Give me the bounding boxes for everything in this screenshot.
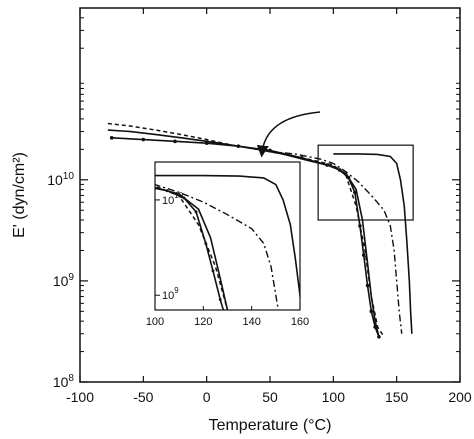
series-3-point xyxy=(194,210,198,214)
series-3-point xyxy=(369,309,374,314)
series-3-point xyxy=(218,298,222,301)
series-3-point xyxy=(233,337,236,340)
inset-x-tick-label: 120 xyxy=(194,316,212,328)
series-3-point xyxy=(299,155,304,160)
x-tick-label: 50 xyxy=(262,389,278,405)
x-axis-title: Temperature (°C) xyxy=(209,417,332,434)
series-3-point xyxy=(204,141,209,146)
series-2-line xyxy=(107,129,380,337)
series-3-point xyxy=(141,137,146,142)
x-axis-ticks: -100 -50 0 50 100 150 200 xyxy=(66,8,472,405)
series-3-point xyxy=(236,144,241,148)
zoom-arrow xyxy=(256,111,321,158)
series-3-point xyxy=(226,323,229,326)
series-3-point xyxy=(358,224,362,228)
series-3-point xyxy=(365,283,370,288)
series-4-line xyxy=(155,183,280,310)
series-3-point xyxy=(173,139,177,144)
series-3-point xyxy=(93,178,96,181)
x-tick-label: 0 xyxy=(203,389,211,405)
x-tick-label: 200 xyxy=(448,389,472,405)
inset-series-group xyxy=(33,171,300,350)
series-2-line xyxy=(155,186,229,310)
series-3-point xyxy=(204,241,208,245)
x-tick-label: 150 xyxy=(385,389,409,405)
inset-x-tick-label: 160 xyxy=(291,316,309,328)
series-3-point xyxy=(142,185,145,188)
main-series-group xyxy=(107,122,413,339)
y-tick-label: 109 xyxy=(53,272,75,289)
series-1-line xyxy=(155,185,229,310)
series-4-line xyxy=(269,150,403,334)
series-5-line xyxy=(333,153,413,334)
series-3-point xyxy=(109,136,114,140)
inset-x-axis-ticks: 100 120 140 160 xyxy=(146,306,309,328)
y-tick-label: 108 xyxy=(53,373,75,390)
zoom-box xyxy=(317,144,414,221)
x-tick-label: -50 xyxy=(133,389,153,405)
x-tick-label: 100 xyxy=(322,389,346,405)
series-3-point xyxy=(165,189,169,193)
inset-x-tick-label: 140 xyxy=(242,316,260,328)
series-5-line xyxy=(155,174,300,305)
inset-frame xyxy=(154,161,301,311)
series-3-point xyxy=(182,196,186,200)
series-3-point xyxy=(241,347,244,350)
series-3-point xyxy=(346,175,351,180)
series-3-point xyxy=(373,325,377,329)
x-tick-label: -100 xyxy=(66,389,94,405)
series-3-point xyxy=(377,334,381,339)
series-3-point xyxy=(337,168,342,172)
inset-x-tick-label: 100 xyxy=(146,316,164,328)
series-3-point xyxy=(325,163,329,167)
series-3-point xyxy=(353,190,357,195)
y-axis-title: E' (dyn/cm²) xyxy=(11,152,28,238)
series-3-point xyxy=(361,253,366,257)
y-tick-label: 1010 xyxy=(47,171,74,188)
series-3-point xyxy=(33,171,36,174)
series-3-point xyxy=(211,269,215,273)
